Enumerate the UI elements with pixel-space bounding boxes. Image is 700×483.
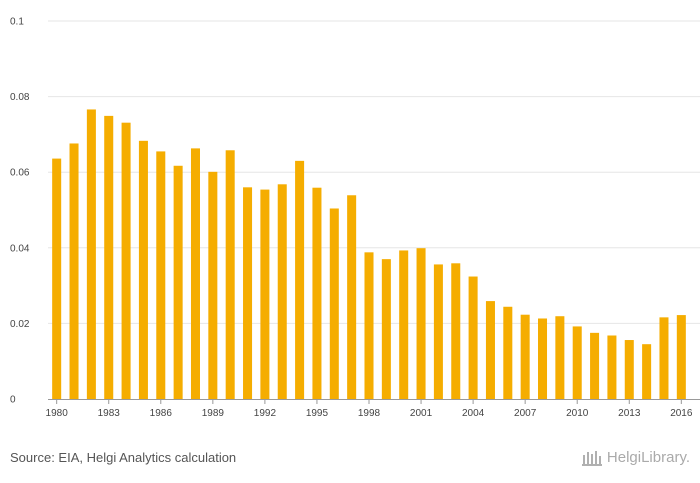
y-tick-label: 0.02 — [10, 319, 30, 330]
bar-1996[interactable] — [329, 208, 339, 399]
x-tick-label: 2004 — [462, 408, 485, 419]
bar-2012[interactable] — [607, 335, 617, 399]
x-tick-label: 2013 — [618, 408, 641, 419]
y-tick-label: 0.04 — [10, 243, 30, 254]
x-tick-labels: 1980 1983 1986 1989 1992 1995 1998 2001 2004 2007… — [46, 408, 693, 419]
x-tick-label: 1995 — [306, 408, 329, 419]
bar-1987[interactable] — [173, 165, 183, 399]
x-tick-label: 1983 — [98, 408, 121, 419]
bar-1993[interactable] — [277, 184, 287, 399]
logo-text: HelgiLibrary. — [606, 449, 690, 466]
y-tick-labels: 0 0.02 0.04 0.06 0.08 0.1 — [10, 17, 30, 406]
bars — [52, 109, 686, 400]
bar-1982[interactable] — [86, 109, 96, 400]
bar-2007[interactable] — [520, 314, 530, 399]
bar-2015[interactable] — [659, 317, 669, 399]
bar-2011[interactable] — [590, 332, 600, 399]
x-tick-label: 1980 — [46, 408, 69, 419]
x-tick-label: 2016 — [670, 408, 693, 419]
library-icon — [581, 450, 602, 466]
bar-2005[interactable] — [485, 301, 495, 399]
helgi-library-logo[interactable]: HelgiLibrary. — [581, 449, 690, 466]
bar-2009[interactable] — [555, 316, 565, 399]
bar-2000[interactable] — [399, 250, 409, 399]
bar-2001[interactable] — [416, 248, 426, 399]
source-note: Source: EIA, Helgi Analytics calculation — [10, 450, 237, 465]
bar-1997[interactable] — [347, 195, 357, 399]
y-tick-label: 0.06 — [10, 168, 30, 179]
bar-1984[interactable] — [121, 122, 131, 399]
y-tick-label: 0.08 — [10, 92, 30, 103]
x-tick-label: 1998 — [358, 408, 381, 419]
x-tick-label: 1989 — [202, 408, 225, 419]
bar-2014[interactable] — [642, 344, 652, 399]
bar-2016[interactable] — [676, 315, 686, 399]
bar-2013[interactable] — [624, 340, 634, 399]
bar-2003[interactable] — [451, 263, 461, 399]
x-tick-label: 2010 — [566, 408, 589, 419]
bar-1985[interactable] — [138, 140, 148, 400]
bar-1983[interactable] — [104, 115, 114, 400]
axes — [48, 399, 700, 404]
bar-1999[interactable] — [381, 259, 391, 399]
bar-1991[interactable] — [243, 187, 253, 399]
bar-1980[interactable] — [52, 158, 62, 399]
bar-2008[interactable] — [538, 318, 548, 399]
bar-1990[interactable] — [225, 150, 235, 399]
y-tick-label: 0.1 — [10, 17, 24, 28]
bar-1995[interactable] — [312, 187, 322, 399]
bar-1994[interactable] — [295, 160, 305, 399]
bar-1986[interactable] — [156, 151, 166, 399]
bar-1992[interactable] — [260, 189, 270, 399]
bar-2002[interactable] — [433, 264, 443, 399]
x-tick-label: 1986 — [150, 408, 173, 419]
x-tick-label: 2007 — [514, 408, 537, 419]
bar-1988[interactable] — [190, 148, 200, 399]
bar-1981[interactable] — [69, 143, 79, 399]
y-tick-label: 0 — [10, 395, 16, 406]
x-tick-label: 1992 — [254, 408, 277, 419]
bar-2010[interactable] — [572, 326, 582, 399]
bar-1989[interactable] — [208, 171, 218, 399]
bar-1998[interactable] — [364, 252, 374, 399]
bar-2006[interactable] — [503, 306, 513, 399]
bar-2004[interactable] — [468, 276, 478, 399]
x-tick-label: 2001 — [410, 408, 433, 419]
